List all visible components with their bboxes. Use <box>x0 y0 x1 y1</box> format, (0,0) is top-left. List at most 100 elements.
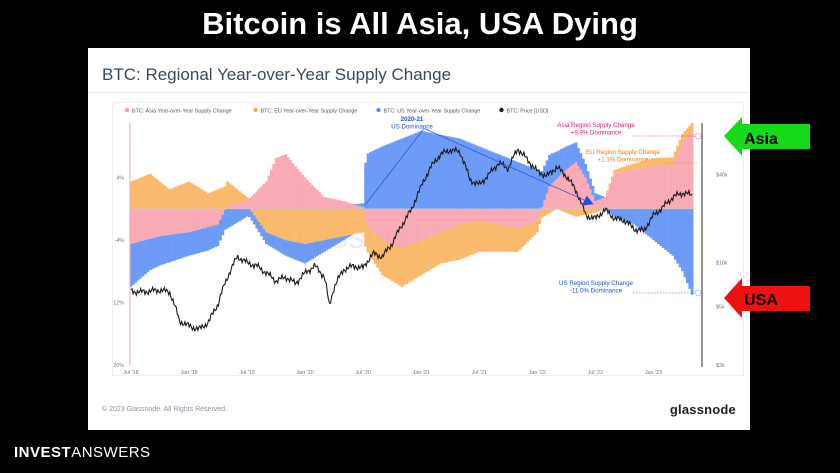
asia-bar <box>146 208 150 240</box>
us-bar <box>301 243 305 263</box>
annotation-text-2: EU Region Supply Change <box>586 149 661 156</box>
asia-bar <box>226 204 230 209</box>
asia-bar <box>625 171 629 209</box>
asia-bar <box>431 208 435 236</box>
brand-part2: ANSWERS <box>71 444 151 461</box>
eu-bar <box>194 185 198 209</box>
us-bar <box>673 208 677 260</box>
eu-bar <box>669 157 672 166</box>
us-bar <box>640 208 643 231</box>
eu-bar <box>393 244 396 283</box>
supply-change-chart: BTC: Asia Year-over-Year Supply Change BT… <box>113 107 728 375</box>
us-bar <box>591 185 595 196</box>
legend-entry-2: BTC: US Year-over-Year Supply Change <box>384 108 481 114</box>
us-bar <box>528 166 532 209</box>
asia-bar <box>422 208 426 240</box>
us-bar <box>335 237 338 245</box>
eu-bar <box>574 208 578 217</box>
eu-bar <box>577 208 580 217</box>
us-bar <box>175 233 179 260</box>
asia-bar <box>279 156 283 209</box>
us-bar <box>465 141 469 209</box>
asia-bar <box>424 208 428 239</box>
asia-bar <box>647 166 650 209</box>
us-bar <box>681 208 684 272</box>
us-bar <box>613 208 617 217</box>
asia-bar <box>642 167 646 209</box>
us-bar <box>347 235 351 238</box>
eu-bar <box>453 226 457 261</box>
asia-bar <box>419 208 423 241</box>
us-bar <box>649 208 653 239</box>
us-bar <box>318 241 321 255</box>
eu-bar <box>141 176 145 209</box>
eu-bar <box>340 208 343 237</box>
eu-bar <box>296 208 300 243</box>
asia-bar <box>540 207 544 209</box>
asia-bar <box>407 208 411 245</box>
asia-bar <box>376 208 380 236</box>
asia-bar <box>499 208 503 225</box>
us-bar <box>615 208 619 218</box>
us-bar <box>511 160 515 209</box>
eu-bar <box>369 228 372 257</box>
us-bar <box>429 132 433 209</box>
eu-bar <box>320 208 324 241</box>
asia-bar <box>303 177 307 209</box>
us-bar <box>165 235 169 264</box>
eu-bar <box>642 160 646 168</box>
eu-bar <box>523 225 527 245</box>
eu-bar <box>557 208 561 210</box>
us-bar <box>223 209 227 230</box>
us-bar <box>659 208 663 246</box>
eu-bar <box>180 184 184 209</box>
eu-bar <box>202 190 205 209</box>
eu-bar <box>332 208 336 239</box>
asia-bar <box>257 188 261 209</box>
asia-bar <box>216 208 220 225</box>
asia-bar <box>296 168 300 209</box>
asia-bar <box>151 208 155 239</box>
eu-bar <box>490 223 493 252</box>
us-bar <box>419 130 423 209</box>
eu-bar <box>448 228 452 262</box>
us-bar <box>490 151 493 209</box>
us-bar <box>417 131 421 209</box>
eu-bar <box>311 208 314 243</box>
us-bar <box>589 178 592 190</box>
us-bar <box>666 208 670 252</box>
eu-bar <box>177 185 181 209</box>
us-bar <box>146 239 150 273</box>
eu-bar <box>354 208 358 234</box>
us-bar <box>390 142 394 209</box>
eu-bar <box>494 223 498 252</box>
asia-bar <box>214 208 217 226</box>
us-bar <box>209 226 213 250</box>
brand-part1: INVEST <box>14 444 72 461</box>
asia-bar <box>596 200 600 209</box>
price-line <box>130 145 693 333</box>
eu-bar <box>451 227 455 262</box>
asia-bar <box>344 201 348 209</box>
asia-bar <box>228 204 232 209</box>
asia-bar <box>589 189 592 209</box>
eu-bar <box>514 227 517 252</box>
eu-bar <box>371 230 375 261</box>
legend-swatch-0 <box>124 107 130 113</box>
us-bar <box>480 147 484 209</box>
us-bar <box>131 243 135 285</box>
eu-bar <box>463 223 467 258</box>
eu-bar <box>470 222 474 255</box>
us-bar <box>562 147 566 173</box>
eu-bar <box>671 157 675 166</box>
eu-bar <box>497 224 500 252</box>
asia-bar <box>308 182 312 209</box>
y-right-tick-label: $5k <box>716 305 725 311</box>
asia-bar <box>206 208 210 228</box>
asia-bar <box>497 208 500 225</box>
asia-bar <box>519 208 522 228</box>
eu-bar <box>226 181 230 205</box>
us-bar <box>565 146 568 170</box>
us-bar <box>610 208 614 215</box>
us-bar <box>448 136 452 209</box>
